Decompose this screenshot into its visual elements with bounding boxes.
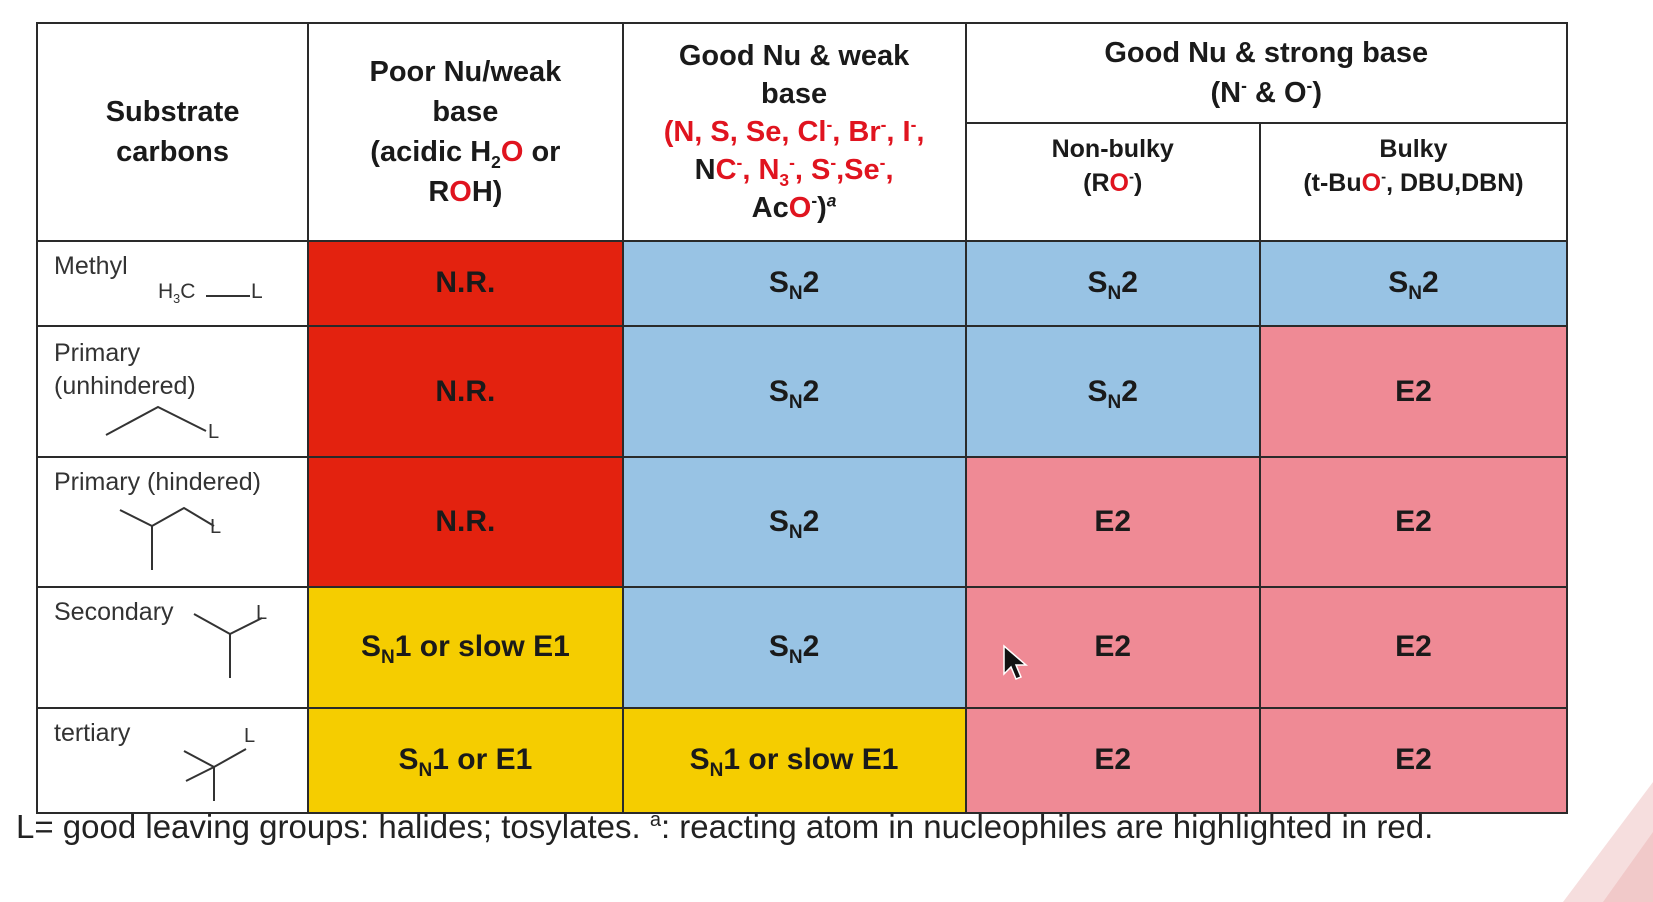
cell-primary-unhindered-bulky: E2 [1258, 324, 1569, 459]
cell-primary-unhindered-good-nu-weak: SN2 [621, 324, 967, 459]
row-label-secondary: Secondary L [35, 585, 310, 709]
cell-methyl-good-nu-weak: SN2 [621, 239, 967, 327]
cell-secondary-bulky: E2 [1258, 585, 1569, 709]
cell-primary-unhindered-nonbulky: SN2 [964, 324, 1261, 459]
header-non-bulky: Non-bulky (RO-) [964, 121, 1261, 242]
header-good-nu-strong-base: Good Nu & strong base (N- & O-) [964, 22, 1569, 124]
tertiary-structure-icon [183, 747, 247, 801]
primary-hindered-structure-icon [119, 507, 215, 571]
row-label-primary-hindered: Primary (hindered) L [35, 456, 310, 588]
cell-primary-hindered-poor-nu: N.R. [307, 456, 624, 588]
cell-methyl-poor-nu: N.R. [307, 239, 624, 327]
cell-primary-hindered-nonbulky: E2 [964, 456, 1261, 588]
cell-primary-hindered-bulky: E2 [1258, 456, 1569, 588]
methyl-structure-formula: H3C [158, 279, 196, 306]
cell-methyl-nonbulky: SN2 [964, 239, 1261, 327]
cell-tertiary-good-nu-weak: SN1 or slow E1 [621, 706, 967, 815]
cell-secondary-nonbulky: E2 [964, 585, 1261, 709]
header-substrate: Substrate carbons [35, 22, 310, 242]
header-poor-nu-weak-base: Poor Nu/weak base (acidic H2O or ROH) [307, 22, 624, 242]
methyl-bond-icon [206, 294, 250, 297]
header-good-nu-weak-base: Good Nu & weak base (N, S, Se, Cl-, Br-,… [621, 22, 967, 242]
cell-tertiary-bulky: E2 [1258, 706, 1569, 815]
primary-unhindered-structure-icon [105, 405, 207, 436]
corner-swoosh-decoration [1563, 782, 1653, 902]
header-bulky: Bulky (t-BuO-, DBU,DBN) [1258, 121, 1569, 242]
row-label-primary-unhindered: Primary (unhindered) L [35, 324, 310, 459]
row-label-tertiary: tertiary L [35, 706, 310, 815]
cell-primary-hindered-good-nu-weak: SN2 [621, 456, 967, 588]
row-label-methyl: Methyl H3C L [35, 239, 310, 327]
footnote: L= good leaving groups: halides; tosylat… [16, 808, 1434, 845]
cell-primary-unhindered-poor-nu: N.R. [307, 324, 624, 459]
cell-tertiary-poor-nu: SN1 or E1 [307, 706, 624, 815]
cell-secondary-good-nu-weak: SN2 [621, 585, 967, 709]
cell-secondary-poor-nu: SN1 or slow E1 [307, 585, 624, 709]
cell-methyl-bulky: SN2 [1258, 239, 1569, 327]
secondary-structure-icon [193, 612, 263, 678]
cell-tertiary-nonbulky: E2 [964, 706, 1261, 815]
mouse-pointer-icon [1003, 644, 1028, 680]
reaction-outcome-table: Substrate carbons Poor Nu/weak base (aci… [35, 22, 1569, 815]
